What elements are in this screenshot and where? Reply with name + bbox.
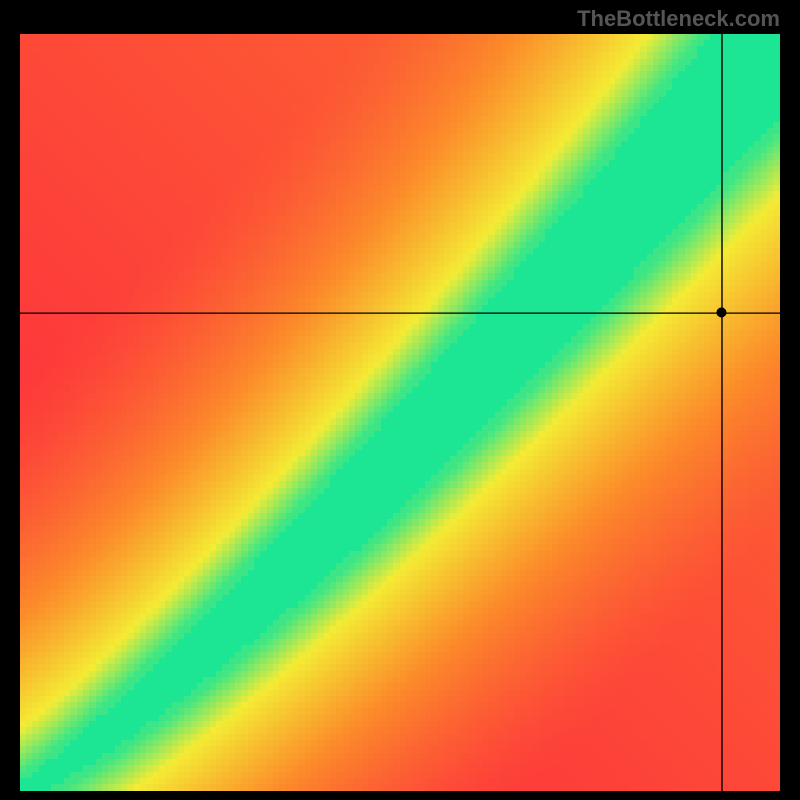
chart-container: TheBottleneck.com <box>0 0 800 800</box>
heatmap-canvas <box>20 34 780 791</box>
watermark-label: TheBottleneck.com <box>577 6 780 32</box>
heatmap-region <box>20 34 780 791</box>
